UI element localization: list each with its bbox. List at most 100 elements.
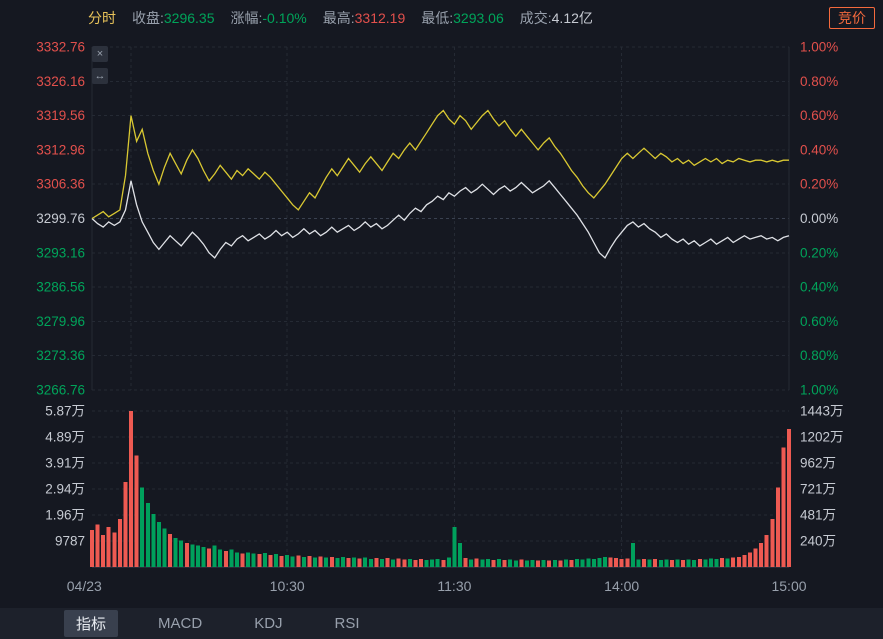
chart-mode-label: 分时 xyxy=(88,10,116,26)
volume-bar xyxy=(117,519,122,567)
pct-axis-label: 0.00% xyxy=(800,211,838,226)
pct-axis-label: 0.20% xyxy=(800,245,838,260)
volume-bar xyxy=(212,545,217,567)
time-label: 10:30 xyxy=(269,578,305,594)
tab-rsi[interactable]: RSI xyxy=(334,615,360,632)
time-label: 14:00 xyxy=(604,578,640,594)
volume-bar xyxy=(552,559,557,567)
volume-bar xyxy=(173,537,178,567)
volume-axis-label: 3.91万 xyxy=(45,456,85,471)
volume-bar xyxy=(218,549,223,567)
amount-axis-label: 1443万 xyxy=(800,404,844,419)
pct-axis-label: 0.80% xyxy=(800,74,838,89)
volume-bar xyxy=(190,544,195,567)
stat-low: 最低:3293.06 xyxy=(421,8,504,28)
stat-high-value: 3312.19 xyxy=(354,10,406,26)
tab-indicator[interactable]: 指标 xyxy=(64,610,119,637)
volume-bar xyxy=(647,559,652,567)
volume-bar xyxy=(569,560,574,567)
chart-header: 分时 收盘:3296.35 涨幅:-0.10% 最高:3312.19 最低:32… xyxy=(0,0,883,36)
volume-bar xyxy=(524,560,529,567)
auction-button[interactable]: 竞价 xyxy=(829,7,875,29)
volume-bar xyxy=(480,559,485,567)
volume-bar xyxy=(396,558,401,567)
volume-bar xyxy=(764,535,769,567)
volume-bar xyxy=(530,559,535,567)
volume-bar xyxy=(419,559,423,567)
volume-bar xyxy=(630,543,635,567)
volume-bar xyxy=(235,552,239,567)
stat-close-label: 收盘: xyxy=(132,10,164,26)
volume-bar xyxy=(140,487,145,567)
price-axis-label: 3299.76 xyxy=(36,211,85,226)
volume-bar xyxy=(129,411,133,567)
pct-axis-label: 0.40% xyxy=(800,280,838,295)
volume-bar xyxy=(619,559,624,567)
volume-bar xyxy=(407,558,412,567)
volume-bar xyxy=(658,559,663,567)
volume-bar xyxy=(697,559,702,567)
volume-bar xyxy=(340,557,345,567)
stat-change: 涨幅:-0.10% xyxy=(231,8,307,28)
time-label: 04/23 xyxy=(66,578,102,594)
volume-bar xyxy=(463,558,468,567)
volume-bar xyxy=(274,554,278,567)
volume-bar xyxy=(603,556,607,567)
average-line xyxy=(91,109,789,220)
volume-bar xyxy=(430,559,435,567)
volume-bar xyxy=(591,559,596,567)
volume-bar xyxy=(151,513,156,567)
volume-bar xyxy=(374,558,379,567)
volume-bar xyxy=(95,524,100,567)
volume-bar xyxy=(156,521,161,567)
volume-bar xyxy=(229,549,234,567)
volume-bar xyxy=(123,482,128,567)
amount-axis-label: 721万 xyxy=(800,482,836,497)
volume-bar xyxy=(787,428,791,567)
stat-close-value: 3296.35 xyxy=(163,10,215,26)
expand-icon[interactable]: ↔ xyxy=(92,68,108,84)
stat-high: 最高:3312.19 xyxy=(323,8,406,28)
volume-bar xyxy=(703,559,708,567)
volume-chart[interactable]: 9787 240万 1.96万 481万 2.94万 721万 3.91万 962万 4.89万… xyxy=(0,396,883,572)
volume-bar xyxy=(675,559,680,567)
volume-bar xyxy=(575,559,580,567)
volume-bar xyxy=(296,555,301,567)
volume-bar xyxy=(748,552,752,567)
volume-bar xyxy=(380,559,384,567)
stat-high-label: 最高: xyxy=(322,10,355,26)
volume-axis-label: 9787 xyxy=(55,534,85,549)
volume-axis-label: 4.89万 xyxy=(45,430,85,445)
volume-bar xyxy=(446,557,451,567)
stat-change-label: 涨幅: xyxy=(230,10,263,26)
close-icon[interactable]: × xyxy=(92,46,108,62)
volume-bar xyxy=(207,548,212,567)
time-label: 15:00 xyxy=(771,578,807,594)
price-axis-label: 3332.76 xyxy=(36,40,85,55)
volume-bar xyxy=(519,559,524,567)
volume-bar xyxy=(491,559,496,567)
volume-bar xyxy=(586,558,591,567)
tab-macd[interactable]: MACD xyxy=(158,615,203,632)
volume-bar xyxy=(313,557,317,567)
volume-bar xyxy=(268,555,273,567)
pct-axis-label: 0.60% xyxy=(800,314,838,329)
stat-change-value: -0.10% xyxy=(262,10,307,26)
volume-bar xyxy=(201,547,206,567)
volume-bar xyxy=(195,545,200,567)
volume-bar xyxy=(90,529,94,567)
price-axis-label: 3266.76 xyxy=(36,383,85,397)
stat-low-value: 3293.06 xyxy=(453,10,504,26)
volume-bar xyxy=(335,558,340,567)
price-chart[interactable]: 3332.76 1.00% 3326.16 0.80% 3319.56 0.60% 3312… xyxy=(0,36,883,397)
price-axis-label: 3286.56 xyxy=(36,280,85,295)
volume-bar xyxy=(686,559,691,567)
tab-kdj[interactable]: KDJ xyxy=(254,615,283,632)
volume-bar xyxy=(413,559,418,567)
volume-bar xyxy=(184,543,189,567)
volume-bar xyxy=(653,559,658,567)
volume-bar xyxy=(352,557,357,567)
volume-bar xyxy=(781,447,786,567)
indicator-tabbar: 指标 MACD KDJ RSI xyxy=(0,608,883,639)
volume-axis-label: 1.96万 xyxy=(45,508,85,523)
